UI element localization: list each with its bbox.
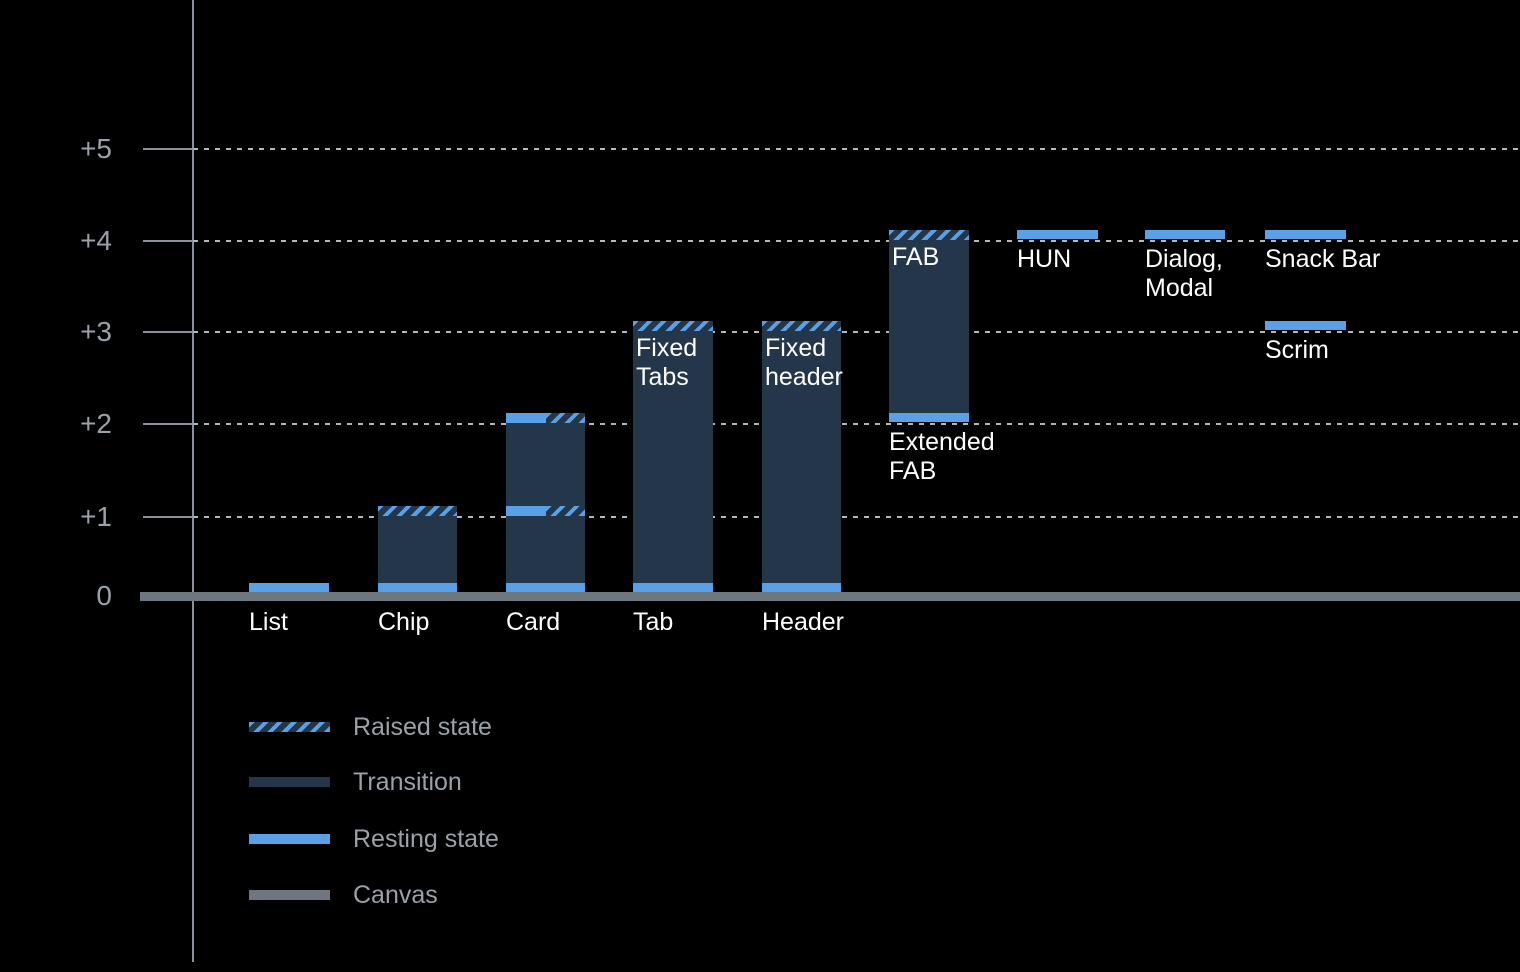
gridline-plus2 <box>193 423 1520 425</box>
bar-dialog-modal-label: Dialog, Modal <box>1145 245 1223 302</box>
bar-header-label: Header <box>762 608 844 636</box>
bar-hun-label: HUN <box>1017 245 1072 273</box>
bar-fab-resting-segment <box>889 413 969 422</box>
gridline-plus3 <box>193 331 1520 333</box>
bar-snack-bar-label: Snack Bar <box>1265 245 1381 273</box>
legend-label-resting-state: Resting state <box>353 825 499 853</box>
legend-item-transition: Transition <box>249 767 462 797</box>
bar-snack-bar-resting-segment <box>1265 230 1346 239</box>
bar-list-label: List <box>249 608 288 636</box>
y-axis-label-zero: 0 <box>96 580 112 611</box>
bar-fab-label: Extended FAB <box>889 428 995 485</box>
transition-swatch-icon <box>249 777 330 787</box>
bar-tab-raised-segment <box>633 321 713 331</box>
bar-tab-transition-segment <box>633 331 713 583</box>
gridline-plus1 <box>193 516 1520 518</box>
bar-dialog-modal-resting-segment <box>1145 230 1225 239</box>
bar-header-inner-label: Fixed header <box>765 334 843 391</box>
legend-item-resting-state: Resting state <box>249 824 499 854</box>
bar-chip-resting-segment <box>378 583 457 592</box>
legend-item-canvas: Canvas <box>249 880 438 910</box>
bar-fab-transition-segment <box>889 240 969 413</box>
y-axis-label-plus3: +3 <box>80 316 112 347</box>
gridline-plus5 <box>193 148 1520 150</box>
bar-scrim-label: Scrim <box>1265 336 1329 364</box>
y-axis-label-plus1: +1 <box>80 501 112 532</box>
y-axis-label-plus2: +2 <box>80 408 112 439</box>
bar-header-resting-segment <box>762 583 841 592</box>
legend-item-raised-state: Raised state <box>249 712 492 742</box>
bar-card-resting-segment <box>506 583 585 592</box>
y-tick-plus3 <box>143 331 193 333</box>
y-tick-plus1 <box>143 516 193 518</box>
bar-chip-transition-segment <box>378 516 457 583</box>
bar-fab-raised-segment <box>889 230 969 240</box>
bar-card-raised-half <box>545 413 585 423</box>
bar-card-resting-half <box>506 413 546 423</box>
y-axis-label-plus5: +5 <box>80 133 112 164</box>
legend-label-canvas: Canvas <box>353 881 438 909</box>
bar-card-transition-segment <box>506 516 585 583</box>
bar-chip-raised-segment <box>378 506 457 516</box>
y-tick-plus5 <box>143 148 193 150</box>
bar-tab-label: Tab <box>633 608 674 636</box>
bar-fab-inner-label: FAB <box>892 243 940 271</box>
bar-hun-resting-segment <box>1017 230 1098 239</box>
bar-card-resting-raised-segment <box>506 506 585 516</box>
y-tick-plus2 <box>143 423 193 425</box>
bar-header-transition-segment <box>762 331 841 583</box>
bar-chip-label: Chip <box>378 608 430 636</box>
bar-card-resting-raised-segment <box>506 413 585 423</box>
bar-tab-inner-label: Fixed Tabs <box>636 334 698 391</box>
bar-scrim-resting-segment <box>1265 321 1346 330</box>
bar-card-transition-segment <box>506 423 585 506</box>
bar-card-label: Card <box>506 608 561 636</box>
canvas-swatch-icon <box>249 890 330 900</box>
y-axis-line <box>192 0 194 962</box>
bar-card-resting-half <box>506 506 546 516</box>
y-tick-plus4 <box>143 240 193 242</box>
bar-tab-resting-segment <box>633 583 713 592</box>
canvas-baseline <box>140 592 1520 601</box>
raised-state-swatch-icon <box>249 722 330 732</box>
bar-card-raised-half <box>545 506 585 516</box>
bar-list-resting-segment <box>249 583 329 592</box>
legend-label-transition: Transition <box>353 768 462 796</box>
legend-label-raised-state: Raised state <box>353 713 492 741</box>
y-axis-label-plus4: +4 <box>80 225 112 256</box>
resting-state-swatch-icon <box>249 834 330 844</box>
bar-header-raised-segment <box>762 321 841 331</box>
gridline-plus4 <box>193 240 1520 242</box>
